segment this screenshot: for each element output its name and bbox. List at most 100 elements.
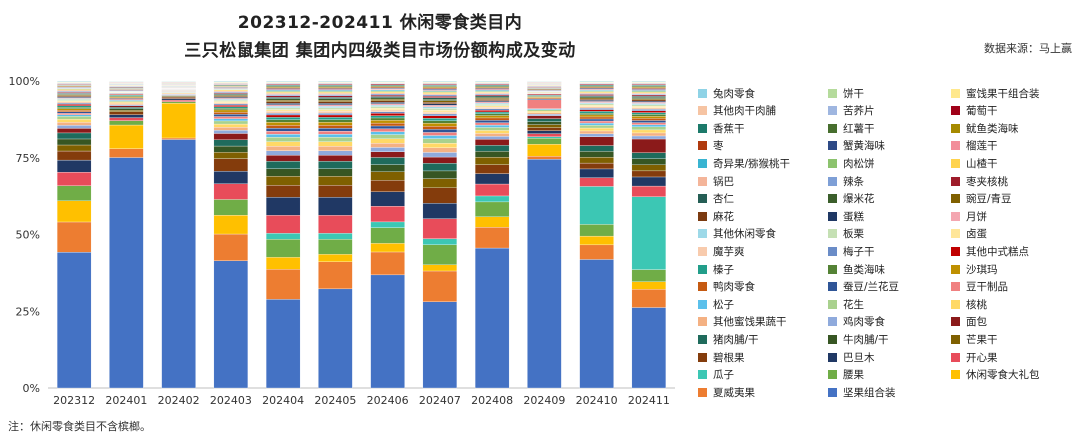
bar-segment (318, 104, 353, 107)
bar-segment (56, 122, 92, 126)
bar-segment (422, 120, 458, 124)
legend-label: 牛肉脯/干 (843, 333, 889, 346)
legend-item: 腰果 (828, 368, 864, 382)
bar-segment (579, 103, 614, 106)
bar-segment (422, 80, 458, 82)
legend-label: 鱿鱼类海味 (966, 122, 1019, 135)
legend-swatch (698, 211, 707, 221)
bar-segment (631, 103, 667, 105)
bar-segment (213, 114, 249, 117)
bar-segment (370, 92, 405, 95)
bar-segment (213, 171, 249, 184)
bar-segment (579, 259, 614, 389)
bar-segment (318, 254, 353, 262)
bar-segment (422, 103, 458, 106)
bar-segment (474, 111, 510, 114)
legend-item: 松子 (698, 297, 734, 311)
bar-segment (422, 301, 458, 389)
legend-label: 榴莲干 (966, 140, 998, 153)
bar-segment (318, 122, 353, 126)
bar-segment (56, 150, 92, 161)
bar-segment (370, 274, 405, 389)
y-tick-label: 100% (9, 75, 40, 88)
bar-segment (474, 110, 510, 113)
bar-segment (56, 116, 92, 120)
legend-label: 杏仁 (713, 193, 734, 206)
bar-segment (579, 130, 614, 135)
bar-segment (474, 115, 510, 119)
legend-swatch (828, 317, 837, 327)
bar-segment (56, 108, 92, 111)
bar-segment (318, 97, 353, 99)
bar-segment (631, 106, 667, 108)
bar-segment (579, 101, 614, 103)
bar-segment (579, 127, 614, 132)
x-tick-label: 202402 (158, 394, 200, 407)
x-tick-label: 202406 (367, 394, 409, 407)
bar-segment (265, 176, 301, 186)
bar-segment (370, 96, 405, 99)
legend-swatch (828, 123, 837, 133)
bar-segment (318, 93, 353, 95)
bar-segment (422, 203, 458, 219)
bar-segment (265, 112, 301, 116)
bar-segment (579, 102, 614, 104)
bar-segment (579, 109, 614, 112)
bar-segment (474, 216, 510, 228)
bar-segment (318, 239, 353, 255)
legend-item: 瓜子 (698, 368, 734, 382)
bar-segment (631, 164, 667, 172)
legend-item: 沙琪玛 (951, 262, 998, 276)
legend-item: 山楂干 (951, 156, 998, 170)
bar-segment (579, 133, 614, 137)
bar-segment (109, 100, 144, 103)
legend-swatch (828, 264, 837, 274)
legend-swatch (951, 282, 960, 292)
bar-segment (56, 107, 92, 109)
bar-segment (631, 98, 667, 100)
bar-segment (474, 173, 510, 185)
bar-segment (56, 159, 92, 173)
bar-segment (474, 98, 510, 100)
bar-segment (109, 107, 144, 109)
legend-item: 蛋糕 (828, 209, 864, 223)
bar-segment (213, 233, 249, 261)
bar-segment (370, 94, 405, 97)
x-tick-label: 202410 (576, 394, 618, 407)
legend-swatch (951, 176, 960, 186)
bar-segment (370, 221, 405, 228)
legend-swatch (828, 88, 837, 98)
legend-swatch (951, 317, 960, 327)
bar-segment (265, 98, 301, 101)
bar-segment (56, 102, 92, 105)
legend-label: 其他中式糕点 (966, 245, 1029, 258)
bar-segment (579, 105, 614, 107)
bar-segment (422, 129, 458, 133)
bar-segment (579, 80, 614, 82)
bar-segment (318, 288, 353, 389)
x-tick-label: 202407 (419, 394, 461, 407)
bar-segment (213, 158, 249, 172)
legend-label: 其他休闲零食 (713, 228, 776, 241)
legend-label: 肉松饼 (843, 157, 875, 170)
bar-segment (370, 97, 405, 100)
legend-swatch (698, 246, 707, 256)
bar-segment (318, 168, 353, 177)
bar-segment (318, 134, 353, 138)
bar-segment (213, 106, 249, 109)
bar-segment (474, 136, 510, 140)
bar-segment (579, 145, 614, 152)
bar-segment (318, 261, 353, 290)
bar-segment (56, 172, 92, 186)
legend-item: 锅巴 (698, 174, 734, 188)
bar-segment (370, 103, 405, 106)
bar-segment (370, 227, 405, 244)
bar-segment (56, 111, 92, 114)
bar-segment (109, 120, 144, 126)
legend-item: 苦荞片 (828, 104, 875, 118)
bar-segment (318, 176, 353, 186)
bar-segment (370, 102, 405, 104)
bar-segment (579, 186, 614, 225)
bar-segment (370, 151, 405, 158)
bar-segment (56, 128, 92, 134)
